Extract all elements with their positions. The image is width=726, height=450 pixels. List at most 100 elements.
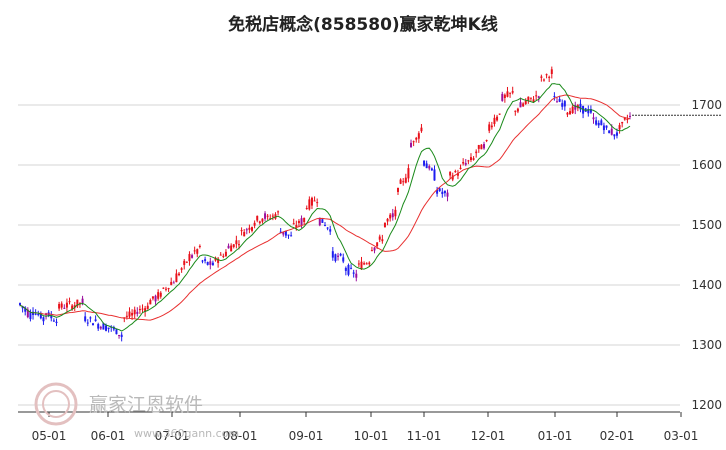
candle-body — [420, 127, 423, 132]
candle-body — [446, 192, 449, 197]
candle-body — [428, 166, 431, 169]
candle-body — [344, 267, 347, 271]
candle-body — [605, 125, 608, 128]
candle-body — [256, 215, 259, 221]
candle-body — [339, 253, 342, 256]
candle-body — [516, 108, 519, 112]
candle-body — [217, 258, 220, 263]
candle-body — [441, 191, 444, 195]
candle-body — [284, 230, 287, 236]
candle-body — [449, 171, 452, 176]
candle-body — [535, 95, 538, 97]
candle-body — [360, 261, 363, 270]
candle-body — [295, 224, 298, 228]
candle-body — [159, 292, 162, 297]
candle-body — [214, 257, 217, 261]
candle-body — [170, 281, 173, 285]
candle-body — [574, 105, 577, 110]
candle-body — [71, 305, 74, 310]
candle-body — [524, 100, 527, 104]
candle-body — [277, 211, 280, 213]
candle-body — [626, 118, 629, 120]
candle-body — [125, 315, 128, 317]
candle-body — [76, 299, 79, 307]
candle-body — [219, 254, 222, 256]
candle-body — [264, 213, 267, 219]
candle-body — [337, 255, 340, 257]
y-tick-label: 1600 — [691, 158, 722, 172]
candle-body — [629, 115, 631, 117]
candle-body — [618, 125, 621, 130]
candle-body — [589, 109, 592, 113]
candle-body — [613, 134, 616, 137]
candle-body — [290, 235, 293, 237]
candle-body — [287, 234, 290, 236]
candle-body — [423, 160, 426, 166]
candle-body — [412, 141, 415, 143]
candle-body — [469, 157, 472, 161]
candle-body — [532, 99, 535, 102]
candle-body — [548, 76, 551, 78]
candle-body — [561, 103, 564, 107]
candle-body — [381, 239, 384, 242]
candle-body — [556, 101, 559, 103]
candle-body — [615, 132, 618, 136]
candle-body — [542, 79, 545, 81]
candle-body — [209, 261, 212, 265]
candle-body — [425, 163, 428, 169]
candle-body — [131, 312, 134, 316]
candle-body — [175, 273, 178, 283]
grid — [18, 104, 680, 406]
candle-body — [503, 94, 506, 99]
candle-body — [410, 142, 413, 148]
candle-body — [188, 254, 191, 262]
candle-body — [303, 217, 306, 222]
candle-body — [269, 218, 272, 220]
candle-body — [50, 314, 53, 319]
x-tick-label: 09-01 — [289, 429, 324, 443]
candle-body — [258, 221, 261, 224]
candle-body — [84, 316, 87, 322]
candle-body — [342, 257, 345, 262]
candle-body — [587, 109, 590, 114]
candle-body — [73, 305, 76, 308]
candle-body — [417, 133, 420, 139]
candle-body — [608, 130, 611, 134]
candle-body — [443, 190, 446, 194]
ma-long-line — [19, 94, 631, 321]
candle-body — [235, 240, 238, 245]
candle-body — [138, 309, 141, 311]
candle-body — [19, 303, 21, 306]
candle-body — [355, 273, 358, 278]
candle-body — [65, 302, 68, 308]
x-axis: 05-01 06-01 07-01 08-01 09-01 10-01 11-01 12-01… — [18, 411, 698, 443]
candle-body — [391, 213, 394, 218]
candle-body — [480, 144, 483, 150]
candle-body — [378, 236, 381, 240]
candle-body — [383, 222, 386, 228]
candle-body — [133, 309, 136, 315]
y-tick-label: 1300 — [691, 338, 722, 352]
candle-body — [610, 128, 613, 135]
watermark-logo-icon — [34, 382, 78, 426]
candle-body — [248, 227, 251, 230]
x-tick-label: 12-01 — [471, 429, 506, 443]
candle-body — [373, 247, 376, 251]
candle-body — [198, 245, 201, 247]
candle-body — [527, 96, 530, 101]
candle-body — [477, 145, 480, 149]
candle-body — [183, 260, 186, 265]
candle-body — [363, 263, 366, 265]
candle-body — [185, 261, 188, 263]
candle-body — [462, 162, 465, 164]
candle-body — [297, 220, 300, 224]
candle-body — [243, 231, 246, 237]
candle-body — [394, 209, 397, 217]
candle-body — [89, 317, 92, 319]
candle-body — [386, 218, 389, 222]
candle-body — [164, 288, 167, 290]
candle-body — [376, 242, 379, 247]
candle-body — [230, 245, 233, 252]
candle-body — [151, 296, 154, 299]
candle-body — [490, 125, 493, 128]
